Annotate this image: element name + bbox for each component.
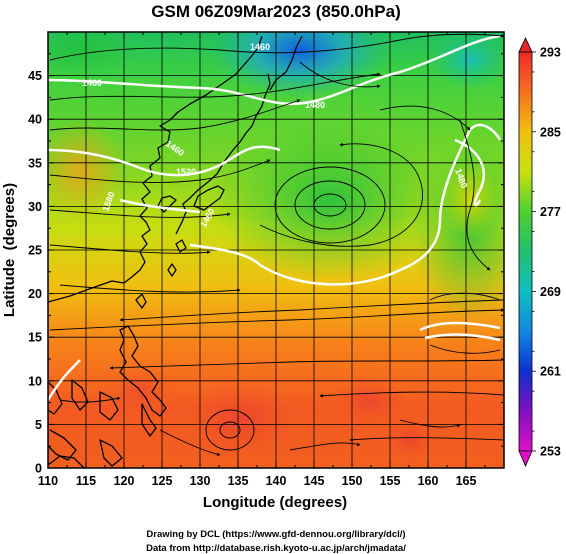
y-tick-label: 5 — [35, 418, 42, 432]
colorbar-label: 285 — [540, 125, 561, 139]
colorbar-label: 293 — [540, 46, 561, 60]
x-tick-label: 160 — [418, 474, 439, 488]
y-axis-tick-labels: 0 5 10 15 20 25 30 35 40 45 — [28, 69, 42, 475]
x-tick-label: 145 — [304, 474, 325, 488]
x-axis-label: Longitude (degrees) — [203, 494, 347, 511]
contour-label: 1460 — [82, 78, 102, 88]
contour-label: 1520 — [176, 167, 196, 177]
credit-drawing: Drawing by DCL (https://www.gfd-dennou.o… — [146, 529, 405, 540]
colorbar-scale — [518, 51, 533, 452]
temperature-field — [48, 32, 504, 468]
x-tick-label: 130 — [190, 474, 211, 488]
y-tick-label: 10 — [28, 374, 42, 388]
height-contours — [48, 34, 502, 401]
colorbar-bottom-arrow — [518, 450, 533, 468]
x-tick-label: 115 — [76, 474, 96, 488]
contour-label: 1460 — [250, 42, 270, 52]
x-tick-label: 150 — [342, 474, 363, 488]
x-axis-tick-labels: 110 115 120 125 130 135 140 145 150 155 160 165 — [38, 474, 477, 488]
colorbar-top-arrow — [518, 37, 533, 53]
y-axis-label: Latitude (degrees) — [1, 183, 18, 317]
lat-lon-grid — [48, 32, 504, 468]
coastlines — [48, 35, 303, 468]
y-tick-label: 25 — [28, 244, 42, 258]
x-tick-label: 120 — [114, 474, 135, 488]
x-tick-label: 165 — [456, 474, 477, 488]
y-tick-label: 30 — [28, 200, 42, 214]
x-tick-label: 155 — [380, 474, 401, 488]
y-tick-label: 20 — [28, 287, 42, 301]
x-tick-label: 135 — [228, 474, 249, 488]
colorbar-label: 253 — [540, 445, 561, 459]
y-tick-label: 35 — [28, 156, 42, 170]
contour-label: 1480 — [305, 100, 325, 110]
credit-data-source: Data from http://database.rish.kyoto-u.a… — [146, 543, 406, 554]
wind-streamlines — [49, 33, 504, 457]
y-tick-label: 40 — [28, 113, 42, 127]
x-axis-ticks — [47, 32, 486, 468]
colorbar-label: 277 — [540, 205, 561, 219]
y-tick-label: 45 — [28, 69, 42, 83]
y-tick-label: 15 — [28, 331, 42, 345]
colorbar-label: 261 — [540, 365, 561, 379]
y-tick-label: 0 — [35, 462, 42, 476]
map-title: GSM 06Z09Mar2023 (850.0hPa) — [151, 2, 400, 21]
y-axis-ticks — [48, 53, 504, 469]
x-tick-label: 125 — [152, 474, 173, 488]
x-tick-label: 110 — [38, 474, 58, 488]
x-tick-label: 140 — [266, 474, 287, 488]
colorbar: 293 285 277 269 261 253 — [518, 37, 561, 468]
colorbar-label: 269 — [540, 285, 561, 299]
